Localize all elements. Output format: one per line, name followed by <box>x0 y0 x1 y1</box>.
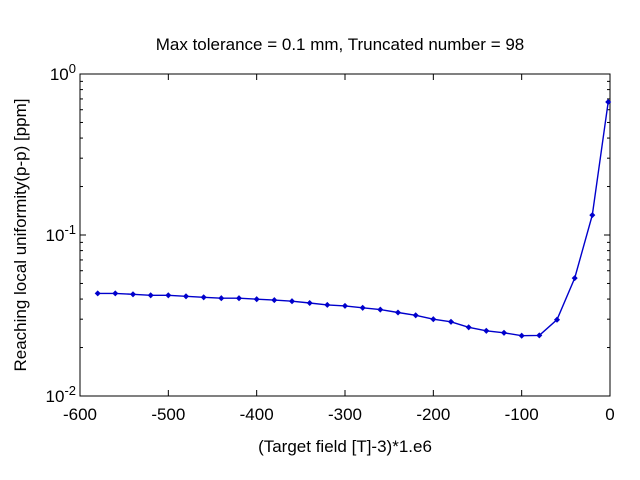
data-point <box>571 275 578 282</box>
data-point <box>94 290 101 297</box>
data-point <box>147 292 154 299</box>
plot-frame <box>79 73 611 397</box>
data-point <box>288 298 296 305</box>
data-point <box>165 292 172 299</box>
y-tick-label: 10-2 <box>46 383 76 406</box>
x-axis-label: (Target field [T]-3)*1.e6 <box>258 437 432 456</box>
data-point <box>536 332 543 339</box>
data-point <box>605 98 612 106</box>
x-tick-label: -600 <box>63 405 97 424</box>
data-point <box>518 332 525 339</box>
data-point <box>412 312 419 319</box>
data-point <box>359 304 366 311</box>
data-point <box>235 295 243 302</box>
data-point <box>218 295 225 302</box>
y-tick-base: 10 <box>46 387 65 406</box>
y-tick-base: 10 <box>46 226 65 245</box>
x-tick-label: -100 <box>505 405 539 424</box>
data-point <box>182 293 190 300</box>
data-point <box>341 302 349 309</box>
data-point <box>500 329 508 336</box>
x-tick-label: 0 <box>605 405 614 424</box>
series-line <box>97 101 609 337</box>
data-point <box>200 294 207 301</box>
data-point <box>129 291 137 298</box>
data-point <box>271 297 278 304</box>
series-layer <box>94 98 612 339</box>
data-point <box>394 309 402 316</box>
data-point <box>465 324 472 331</box>
y-tick-exponent: 0 <box>69 61 76 76</box>
data-point <box>306 299 313 307</box>
y-tick-label: 100 <box>50 61 76 84</box>
x-tick-label: -400 <box>240 405 274 424</box>
chart-title: Max tolerance = 0.1 mm, Truncated number… <box>156 35 525 54</box>
y-tick-label: 10-1 <box>46 222 76 245</box>
data-point <box>483 327 490 334</box>
y-axis-label: Reaching local uniformity(p-p) [ppm] <box>11 98 30 371</box>
data-point <box>253 296 260 303</box>
x-tick-label: -300 <box>328 405 362 424</box>
y-tick-exponent: -1 <box>64 222 76 237</box>
x-axis: -600 -500 -400 -300 -200 -100 0 <box>63 74 615 424</box>
data-point <box>553 316 561 323</box>
y-tick-exponent: -2 <box>64 383 76 398</box>
data-point <box>377 306 384 313</box>
x-tick-label: -500 <box>151 405 185 424</box>
data-point <box>447 318 455 325</box>
data-point <box>430 316 437 323</box>
data-point <box>324 301 331 308</box>
y-tick-base: 10 <box>50 65 69 84</box>
data-point <box>589 212 596 219</box>
data-point <box>112 290 119 297</box>
x-tick-label: -200 <box>416 405 450 424</box>
